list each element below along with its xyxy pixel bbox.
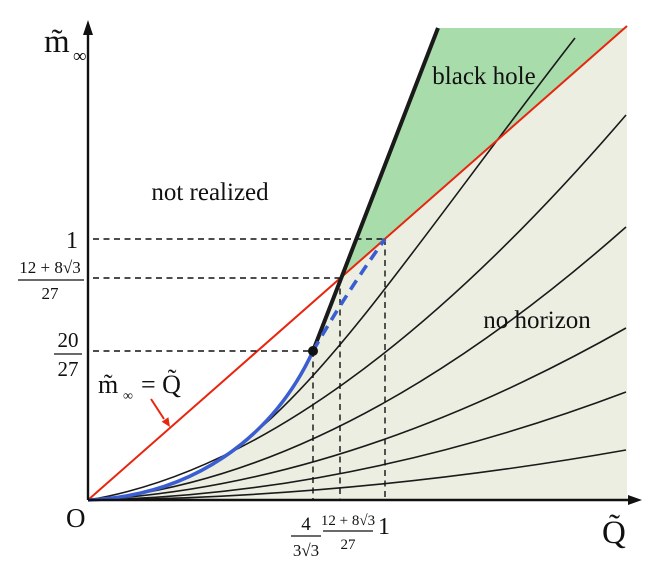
x-axis-label: Q̃ bbox=[602, 512, 626, 551]
x-frac2-numerator: 12 + 8√3 bbox=[321, 513, 375, 529]
no-horizon-label: no horizon bbox=[483, 307, 591, 334]
black-hole-label: black hole bbox=[432, 63, 535, 90]
shell-curve-6 bbox=[87, 449, 627, 501]
shell-curve-2 bbox=[87, 114, 627, 501]
y-frac1-numerator: 12 + 8√3 bbox=[19, 258, 80, 277]
diagonal-annotation-sub: ∞ bbox=[123, 389, 133, 404]
origin-label: O bbox=[66, 503, 86, 533]
y-axis-arrow-icon bbox=[83, 20, 93, 35]
critical-point-dot bbox=[308, 346, 318, 356]
diagonal-annotation-rest: = Q̃ bbox=[141, 370, 181, 399]
x-frac2-denominator: 27 bbox=[341, 537, 357, 553]
y-axis-label: m̃ bbox=[44, 24, 70, 60]
diagonal-annotation-arrowhead-icon bbox=[161, 417, 170, 427]
x-frac1-numerator: 4 bbox=[301, 514, 311, 535]
y-axis-label-sub: ∞ bbox=[73, 46, 87, 67]
y-frac1-denominator: 27 bbox=[42, 284, 60, 303]
diagonal-annotation-arrow bbox=[150, 398, 165, 420]
y-tick-frac-20-27: 20 27 bbox=[54, 328, 82, 381]
y-tick-frac-12-8sqrt3-27: 12 + 8√3 27 bbox=[18, 258, 84, 303]
x-frac1-denominator: 3√3 bbox=[293, 541, 319, 560]
x-tick-frac-12-8sqrt3-27: 12 + 8√3 27 bbox=[321, 513, 375, 553]
diagonal-line bbox=[87, 25, 628, 501]
envelope-curve bbox=[87, 350, 315, 502]
x-tick-frac-4-3sqrt3: 4 3√3 bbox=[291, 514, 321, 560]
not-realized-label: not realized bbox=[151, 179, 269, 206]
shell-curve-5 bbox=[87, 391, 627, 501]
diagonal-annotation-base: m̃ bbox=[98, 370, 118, 399]
critical-line bbox=[311, 27, 440, 352]
unstable-branch-curve bbox=[311, 237, 387, 352]
diagonal-annotation: m̃ ∞ = Q̃ bbox=[98, 370, 181, 404]
x-axis-arrow-icon bbox=[628, 495, 642, 505]
y-frac2-numerator: 20 bbox=[58, 328, 79, 352]
y-tick-1: 1 bbox=[66, 228, 78, 254]
y-frac2-denominator: 27 bbox=[58, 357, 79, 381]
shell-curve-4 bbox=[87, 327, 627, 501]
x-tick-1: 1 bbox=[378, 514, 390, 540]
